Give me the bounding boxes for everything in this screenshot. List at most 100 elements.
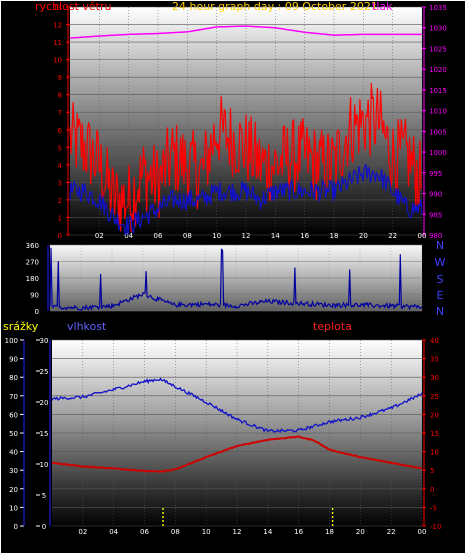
temp-tick-label: 35 (430, 356, 439, 364)
humidity-line (51, 377, 423, 434)
bottom-x-tick-label: 10 (202, 528, 211, 536)
top-right-tick-label: 1030 (429, 25, 447, 33)
bottom-x-tick-label: 16 (294, 528, 303, 536)
temp-tick-label: 30 (430, 374, 439, 382)
bottom-x-tick-label: 02 (78, 528, 87, 536)
temp-tick-label: -5 (430, 504, 437, 512)
bottom-x-tick-label: 22 (387, 528, 396, 536)
bottom-x-tick-label: 18 (325, 528, 334, 536)
top-x-tick-label: 04 (124, 232, 133, 240)
compass-label: E (437, 289, 444, 302)
top-x-tick-label: 20 (359, 232, 368, 240)
top-right-tick-label: 1020 (429, 66, 447, 74)
top-right-tick-label: 1010 (429, 108, 447, 116)
rain-tick-label: 10 (9, 504, 18, 512)
temp-tick-label: 20 (430, 411, 439, 419)
top-left-tick-label: 11 (53, 39, 62, 47)
temp-tick-label: 0 (430, 486, 434, 494)
tick-labels: 0123456789101112139809859909951000100510… (5, 4, 447, 536)
compass-label: N (436, 305, 444, 318)
top-x-tick-label: 06 (154, 232, 163, 240)
dir-tick-label: 270 (26, 259, 39, 267)
top-right-tick-label: 990 (429, 191, 442, 199)
humidity-tick-label: 25 (40, 368, 49, 376)
temperature-line (51, 435, 423, 473)
top-right-tick-label: 1015 (429, 87, 447, 95)
top-x-tick-label: 00 (418, 232, 427, 240)
gust-line (69, 83, 423, 233)
humidity-tick-label: 20 (40, 399, 49, 407)
bottom-x-tick-label: 08 (171, 528, 180, 536)
top-left-tick-label: 9 (58, 74, 62, 82)
compass-label: W (435, 256, 446, 269)
rain-label: srážky (3, 320, 39, 333)
humidity-tick-label: 15 (40, 430, 49, 438)
temp-tick-label: 40 (430, 337, 439, 345)
temp-tick-label: 15 (430, 430, 439, 438)
pressure-label: tlak (372, 0, 393, 13)
top-left-tick-label: 1 (58, 214, 62, 222)
top-left-tick-label: 13 (53, 4, 62, 12)
temp-tick-label: 5 (430, 467, 434, 475)
rain-tick-label: 100 (5, 337, 18, 345)
rain-tick-label: 20 (9, 486, 18, 494)
dir-tick-label: 180 (26, 275, 39, 283)
rain-tick-label: 90 (9, 356, 18, 364)
top-left-tick-label: 3 (58, 179, 62, 187)
rain-tick-label: 60 (9, 411, 18, 419)
humidity-tick-label: 0 (42, 523, 46, 531)
top-x-tick-label: 12 (242, 232, 251, 240)
top-left-tick-label: 2 (58, 197, 62, 205)
bottom-x-tick-label: 04 (109, 528, 118, 536)
bottom-x-tick-label: 20 (356, 528, 365, 536)
top-left-tick-label: 6 (58, 127, 63, 135)
compass-label: S (437, 273, 444, 286)
top-left-tick-label: 5 (58, 144, 62, 152)
top-left-tick-label: 12 (53, 22, 62, 30)
humidity-tick-label: 10 (40, 461, 49, 469)
top-x-tick-label: 16 (300, 232, 309, 240)
top-x-tick-label: 14 (271, 232, 280, 240)
top-left-tick-label: 8 (58, 92, 62, 100)
top-left-tick-label: 7 (58, 109, 62, 117)
top-right-tick-label: 995 (429, 170, 442, 178)
bottom-x-tick-label: 12 (233, 528, 242, 536)
rain-tick-label: 40 (9, 449, 18, 457)
dir-tick-label: 90 (30, 292, 39, 300)
series-lines (49, 25, 423, 526)
pressure-line (69, 25, 422, 39)
temp-tick-label: -10 (430, 523, 441, 531)
bottom-x-tick-label: 14 (263, 528, 272, 536)
bottom-x-tick-label: 06 (140, 528, 149, 536)
temp-tick-label: 25 (430, 393, 439, 401)
top-x-tick-label: 10 (212, 232, 221, 240)
top-right-tick-label: 1000 (429, 149, 447, 157)
humidity-tick-label: 30 (40, 337, 49, 345)
temp-tick-label: 10 (430, 449, 439, 457)
graph-title: 24 hour graph day : 09 October 2021 (172, 0, 378, 13)
average-wind-line (69, 164, 423, 236)
wind-speed-label: rychlost větru (35, 0, 111, 13)
top-right-tick-label: 1035 (429, 4, 447, 12)
rain-tick-label: 0 (14, 523, 18, 531)
top-left-tick-label: 0 (58, 232, 62, 240)
top-left-tick-label: 4 (58, 162, 63, 170)
humidity-label: vlhkost (67, 320, 107, 333)
rain-tick-label: 70 (9, 393, 18, 401)
top-x-tick-label: 02 (95, 232, 104, 240)
top-x-tick-label: 22 (388, 232, 397, 240)
top-right-tick-label: 980 (429, 232, 442, 240)
rain-tick-label: 50 (9, 430, 18, 438)
top-x-tick-label: 08 (183, 232, 192, 240)
dir-tick-label: 0 (35, 308, 39, 316)
rain-tick-label: 30 (9, 467, 18, 475)
rain-tick-label: 80 (9, 374, 18, 382)
compass-label: N (436, 239, 444, 252)
top-right-tick-label: 1005 (429, 128, 447, 136)
humidity-tick-label: 5 (42, 492, 46, 500)
top-right-tick-label: 1025 (429, 45, 447, 53)
wind-direction-line (49, 247, 423, 312)
top-x-tick-label: 18 (330, 232, 339, 240)
